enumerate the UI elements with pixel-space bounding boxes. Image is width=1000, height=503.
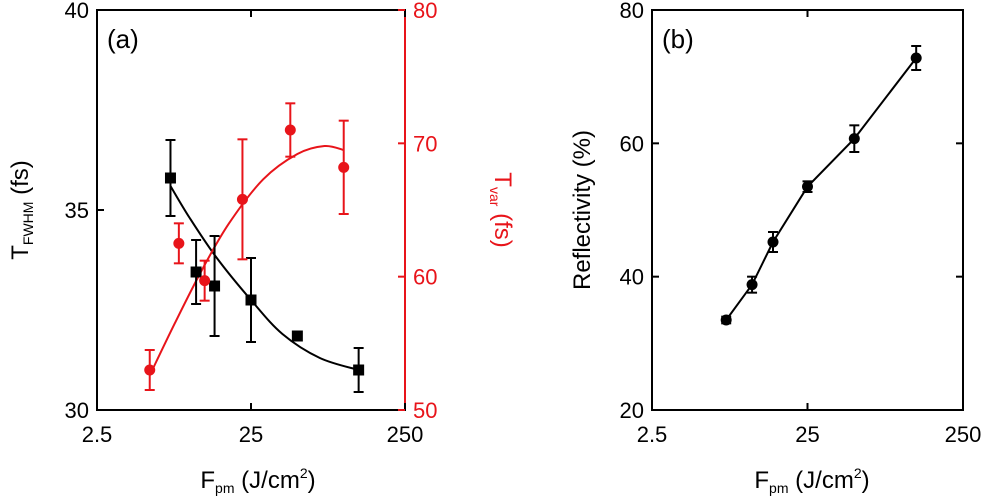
panel-b-y-tick-label: 20 bbox=[620, 398, 644, 423]
panel-a-x-tick-label: 250 bbox=[387, 422, 424, 447]
panel-a-x-tick-label: 25 bbox=[239, 422, 263, 447]
panel-a-point-right bbox=[284, 124, 296, 136]
panel-a-x-title-sub: pm bbox=[215, 480, 234, 496]
panel-b-y-tick-label: 80 bbox=[620, 0, 644, 23]
panel-a-point-left bbox=[209, 280, 221, 292]
panel-a-label: (a) bbox=[107, 24, 139, 54]
panel-a-point-left bbox=[164, 172, 176, 184]
panel-a-right-axis-title-rest: (fs) bbox=[489, 206, 516, 247]
panel-a-right-axis-title-main: T bbox=[489, 172, 516, 187]
panel-a-right-y-tick-label: 80 bbox=[413, 0, 437, 23]
panel-b-x-tick-label: 2.5 bbox=[637, 422, 668, 447]
panel-b-y-axis-title: Reflectivity (%) bbox=[569, 130, 596, 290]
panel-a-point-left bbox=[190, 266, 202, 278]
panel-a-left-y-tick-label: 40 bbox=[65, 0, 89, 23]
panel-a-x-title-main: F bbox=[200, 467, 215, 494]
panel-b-x-tick-label: 250 bbox=[945, 422, 982, 447]
panel-a-x-title-sup: 2 bbox=[300, 465, 308, 481]
panel-b-line bbox=[725, 57, 917, 321]
panel-b-markers bbox=[720, 52, 922, 326]
panel-b-series-line bbox=[725, 57, 917, 321]
panel-b-x-tick-label: 25 bbox=[795, 422, 819, 447]
panel-b-y-tick-label: 60 bbox=[620, 131, 644, 156]
panel-a-point-right bbox=[236, 193, 248, 205]
panel-b-point bbox=[802, 181, 813, 193]
panel-a-point-right bbox=[199, 275, 211, 287]
panel-a-point-left bbox=[291, 330, 303, 342]
panel-a-x-title-end: ) bbox=[308, 467, 316, 494]
panel-a-left-y-tick-label: 35 bbox=[65, 198, 89, 223]
panel-a-right-y-tick-label: 50 bbox=[413, 398, 437, 423]
panel-b-label: (b) bbox=[662, 24, 694, 54]
panel-b-x-title-end: ) bbox=[862, 467, 870, 494]
panel-a-point-right bbox=[338, 161, 350, 173]
panel-a-point-right bbox=[144, 364, 156, 376]
panel-a-right-axis-title-sub: var bbox=[487, 187, 503, 207]
panel-b-point bbox=[720, 314, 732, 326]
panel-a-x-title-rest: (J/cm bbox=[235, 467, 300, 494]
panel-b-ticks: 2.5 25 250 20 40 60 80 bbox=[620, 0, 982, 447]
panel-a-left-axis-title: TFWHM (fs) bbox=[7, 160, 36, 260]
panel-a-left-y-tick-label: 30 bbox=[65, 398, 89, 423]
panel-a-point-left bbox=[245, 294, 257, 306]
panel-b: 2.5 25 250 20 40 60 80 (b) Reflectivity (%) Fp… bbox=[569, 0, 981, 496]
panel-b-point bbox=[746, 279, 758, 291]
panel-a-point-right bbox=[173, 237, 185, 249]
panel-a-fit-curves bbox=[148, 144, 359, 376]
panel-a-left-axis-title-main: T bbox=[7, 245, 34, 260]
panel-b-x-title-main: F bbox=[754, 467, 769, 494]
panel-b-point bbox=[848, 133, 860, 145]
panel-b-x-title-sup: 2 bbox=[854, 465, 862, 481]
panel-a-right-y-tick-label: 70 bbox=[413, 131, 437, 156]
panel-a-ticks: 2.5 25 250 30 35 40 50 60 70 80 bbox=[65, 0, 438, 447]
panel-b-y-tick-label: 40 bbox=[620, 265, 644, 290]
panel-b-point bbox=[767, 236, 779, 248]
panel-a-markers bbox=[144, 124, 365, 376]
panel-b-x-title-sub: pm bbox=[769, 480, 788, 496]
panel-a-x-tick-label: 2.5 bbox=[82, 422, 113, 447]
panel-a-left-axis-title-rest: (fs) bbox=[7, 160, 34, 201]
panel-b-x-title-rest: (J/cm bbox=[789, 467, 854, 494]
panel-a-point-left bbox=[353, 364, 365, 376]
panel-a-right-y-tick-label: 60 bbox=[413, 265, 437, 290]
panel-b-x-axis-title: Fpm (J/cm2) bbox=[754, 465, 869, 496]
panel-a-left-axis-title-sub: FWHM bbox=[20, 202, 36, 246]
panel-a-x-axis-title: Fpm (J/cm2) bbox=[200, 465, 315, 496]
panel-b-point bbox=[910, 52, 922, 64]
panel-a-right-axis-title: Tvar (fs) bbox=[487, 172, 516, 247]
